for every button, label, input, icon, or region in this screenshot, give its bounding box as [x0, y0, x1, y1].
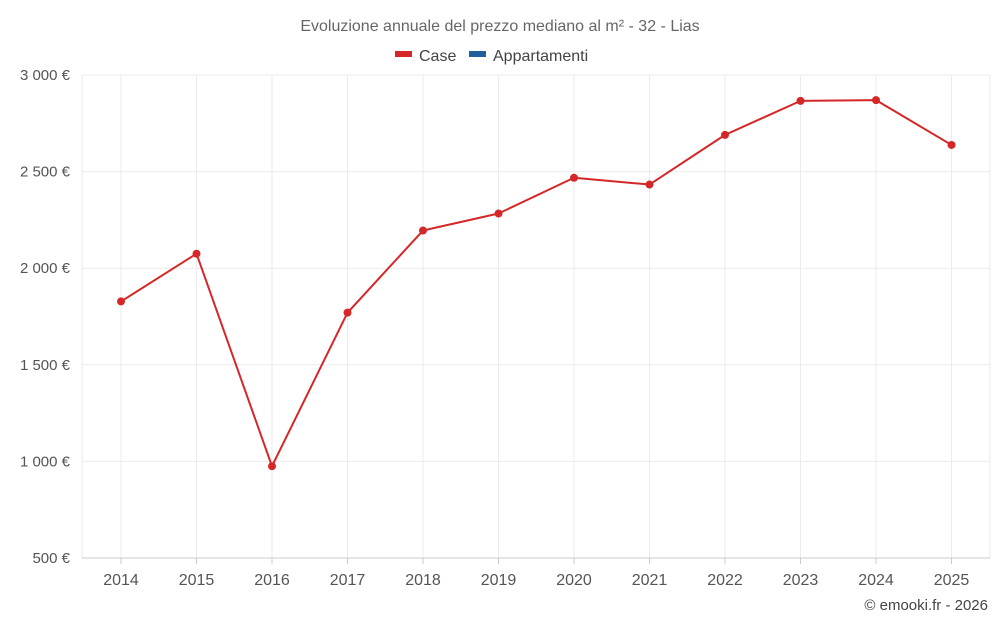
- legend-swatch-appartamenti: [469, 51, 486, 57]
- x-tick-label: 2025: [934, 572, 970, 589]
- x-axis: [82, 557, 990, 564]
- data-point-case-2024[interactable]: [872, 96, 880, 105]
- y-tick-label: 1 000 €: [20, 453, 71, 470]
- legend-label-appartamenti[interactable]: Appartamenti: [493, 48, 588, 65]
- data-point-case-2022[interactable]: [721, 130, 729, 139]
- data-point-case-2023[interactable]: [796, 96, 805, 105]
- legend-item-case[interactable]: Case: [395, 48, 456, 65]
- data-point-case-2017[interactable]: [343, 308, 352, 317]
- y-tick-label: 1 500 €: [20, 357, 71, 374]
- y-tick-label: 2 000 €: [20, 260, 71, 277]
- credit-text: © emooki.fr - 2026: [864, 597, 988, 614]
- series-line-case: [120, 99, 953, 468]
- data-point-case-2021[interactable]: [645, 180, 654, 189]
- data-point-case-2018[interactable]: [419, 226, 427, 235]
- x-tick-label: 2020: [556, 572, 592, 589]
- x-tick-label: 2019: [481, 572, 517, 589]
- data-point-case-2025[interactable]: [947, 140, 956, 149]
- x-tick-label: 2021: [632, 572, 668, 589]
- legend-swatch-case: [395, 51, 412, 57]
- data-point-case-2019[interactable]: [494, 209, 503, 218]
- data-point-case-2015[interactable]: [192, 249, 201, 258]
- y-tick-label: 2 500 €: [20, 164, 71, 181]
- x-tick-label: 2017: [330, 572, 366, 589]
- chart-title: Evoluzione annuale del prezzo mediano al…: [300, 18, 699, 35]
- legend[interactable]: Case Appartamenti: [395, 48, 588, 65]
- y-tick-label: 500 €: [32, 550, 70, 567]
- x-tick-label: 2016: [254, 572, 290, 589]
- x-tick-label: 2024: [858, 572, 894, 589]
- data-point-case-2014[interactable]: [117, 297, 125, 306]
- legend-item-appartamenti[interactable]: Appartamenti: [469, 48, 588, 65]
- x-axis-ticks: 2014 2015 2016 2017 2018 2019 2020 2021 2022 2023…: [103, 572, 969, 589]
- series-case: [117, 96, 956, 471]
- x-gridlines: [81, 75, 991, 558]
- x-tick-label: 2015: [179, 572, 215, 589]
- x-tick-label: 2022: [707, 572, 743, 589]
- x-tick-label: 2023: [783, 572, 819, 589]
- y-gridlines: [82, 74, 990, 462]
- y-tick-label: 3 000 €: [20, 67, 71, 84]
- x-tick-label: 2018: [405, 572, 441, 589]
- x-tick-label: 2014: [103, 572, 139, 589]
- legend-label-case[interactable]: Case: [419, 48, 456, 65]
- data-point-case-2016[interactable]: [268, 462, 276, 471]
- data-point-case-2020[interactable]: [570, 173, 578, 182]
- y-axis-ticks: 500 € 1 000 € 1 500 € 2 000 € 2 500 € 3 000 €: [20, 67, 71, 567]
